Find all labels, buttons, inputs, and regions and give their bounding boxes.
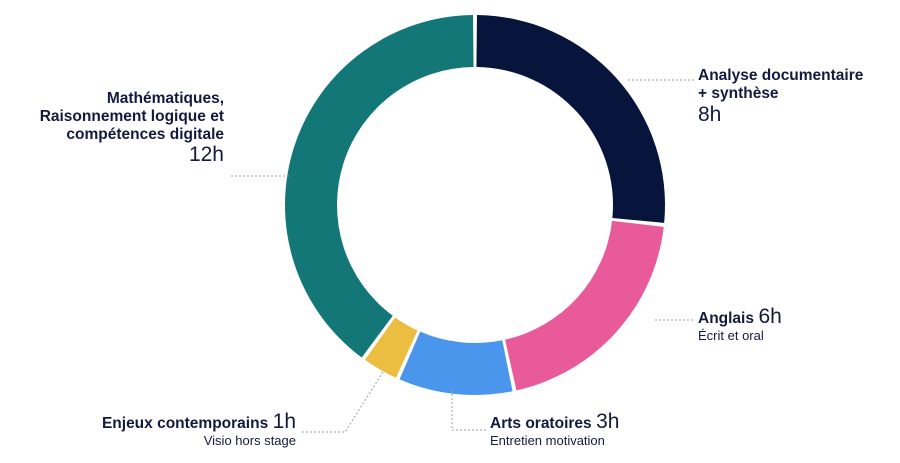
leader-line-2 — [451, 390, 486, 431]
slice-1 — [505, 220, 664, 391]
slice-4 — [285, 15, 474, 358]
slice-2 — [399, 331, 513, 396]
label-arts-name: Arts oratoires — [490, 415, 592, 432]
label-arts-oratoires: Arts oratoires 3h Entretien motivation — [490, 410, 619, 449]
label-analyse-documentaire: Analyse documentaire + synthèse 8h — [698, 67, 863, 127]
label-anglais-name: Anglais — [698, 310, 754, 327]
label-mathematiques: Mathématiques, Raisonnement logique et c… — [0, 90, 224, 168]
label-anglais-hours: 6h — [758, 305, 782, 328]
slice-0 — [476, 15, 666, 223]
leader-line-3 — [300, 371, 384, 433]
label-math-name-line-3: compétences digitale — [66, 125, 224, 143]
label-anglais-sub: Écrit et oral — [698, 328, 764, 344]
label-enjeux-hours: 1h — [272, 410, 296, 433]
label-anglais: Anglais 6h Écrit et oral — [698, 305, 782, 344]
label-math-name-line-2: Raisonnement logique et — [39, 107, 224, 125]
slice-3 — [364, 317, 418, 378]
label-analyse-name-line-2: + synthèse — [698, 84, 779, 102]
label-enjeux-name: Enjeux contemporains — [101, 415, 269, 432]
label-enjeux-sub: Visio hors stage — [203, 433, 296, 449]
label-analyse-name-line-1: Analyse documentaire — [698, 67, 864, 84]
label-arts-sub: Entretien motivation — [490, 433, 605, 449]
label-math-name-line-1: Mathématiques, — [106, 90, 224, 107]
label-arts-hours: 3h — [596, 410, 620, 433]
label-enjeux-contemporains: Enjeux contemporains 1h Visio hors stage — [40, 410, 296, 449]
label-analyse-hours: 8h — [698, 102, 722, 126]
label-math-hours: 12h — [188, 143, 224, 167]
